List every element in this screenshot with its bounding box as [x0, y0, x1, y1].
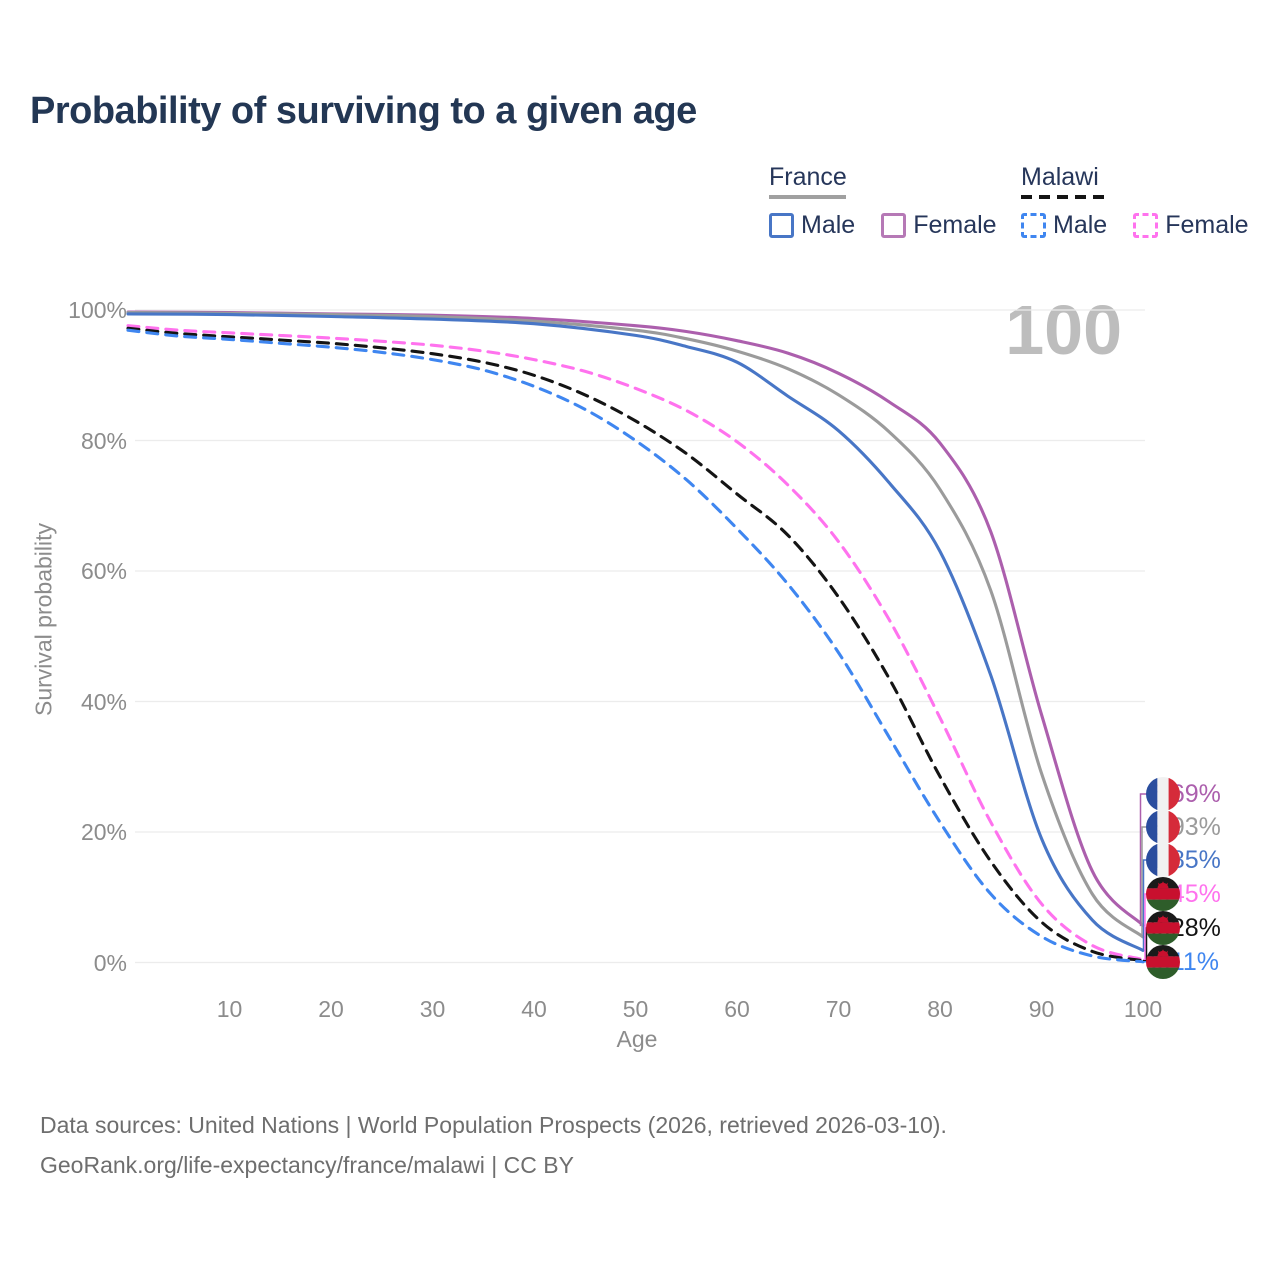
end-label-france-female: 5.69%	[1146, 777, 1221, 811]
legend-label-france-male: Male	[801, 211, 856, 239]
legend-group-france: France Male Female	[769, 163, 1023, 240]
legend-label-france-female: Female	[913, 211, 997, 239]
legend-malawi-header[interactable]: Malawi	[1021, 163, 1099, 191]
x-tick-20: 20	[318, 996, 344, 1022]
france-flag-icon	[1146, 843, 1180, 877]
france-flag-icon	[1146, 810, 1180, 844]
x-tick-90: 90	[1028, 996, 1055, 1022]
leader-line	[1142, 859, 1147, 952]
malawi-flag-icon	[1146, 911, 1180, 945]
y-axis-title: Survival probability	[30, 522, 57, 717]
legend-france-line-swatch	[769, 195, 846, 199]
end-label-france-male: 1.85%	[1146, 843, 1221, 877]
checkbox-malawi-male[interactable]	[1021, 213, 1046, 238]
x-tick-70: 70	[825, 996, 852, 1022]
footer-data-sources: Data sources: United Nations | World Pop…	[40, 1112, 947, 1138]
footer: Data sources: United Nations | World Pop…	[40, 1105, 947, 1185]
malawi-flag-icon	[1146, 877, 1180, 911]
checkbox-malawi-female[interactable]	[1133, 213, 1159, 238]
x-tick-30: 30	[419, 996, 446, 1022]
curve-france-female[interactable]	[126, 310, 1145, 927]
y-tick-60: 60%	[80, 558, 127, 584]
survival-curves	[126, 310, 1145, 964]
legend-label-malawi-male: Male	[1053, 211, 1108, 239]
x-axis-title: Age	[616, 1026, 658, 1052]
footer-attribution: GeoRank.org/life-expectancy/france/malaw…	[40, 1152, 574, 1178]
legend-group-malawi: Malawi Male Female	[1021, 163, 1275, 240]
y-tick-80: 80%	[80, 427, 127, 454]
x-tick-60: 60	[724, 996, 750, 1022]
legend-france-header[interactable]: France	[769, 163, 847, 191]
curve-france[interactable]	[126, 311, 1145, 939]
legend-malawi-line-swatch	[1021, 195, 1105, 199]
checkbox-france-female[interactable]	[881, 213, 907, 238]
curve-malawi-female[interactable]	[126, 324, 1145, 962]
x-tick-40: 40	[521, 996, 547, 1022]
leader-line	[1141, 826, 1147, 938]
x-tick-50: 50	[622, 996, 649, 1022]
end-label-france: 3.93%	[1146, 810, 1221, 844]
page-title: Probability of surviving to a given age	[30, 90, 697, 132]
checkbox-france-male[interactable]	[769, 213, 794, 238]
age-watermark: 100	[1005, 291, 1122, 369]
y-tick-40: 40%	[80, 688, 127, 715]
x-tick-10: 10	[216, 996, 243, 1022]
curve-malawi[interactable]	[126, 326, 1145, 963]
end-label-malawi-female: 0.45%	[1146, 877, 1221, 911]
y-tick-0: 0%	[93, 949, 127, 976]
legend-label-malawi-female: Female	[1165, 211, 1249, 239]
end-label-malawi-male: 0.11%	[1146, 945, 1219, 979]
y-tick-20: 20%	[80, 819, 127, 845]
x-tick-80: 80	[927, 996, 953, 1022]
gridlines	[135, 309, 1145, 964]
y-tick-100: 100%	[68, 297, 127, 323]
x-tick-100: 100	[1123, 996, 1163, 1022]
france-flag-icon	[1146, 777, 1180, 811]
curve-france-male[interactable]	[126, 312, 1145, 952]
malawi-flag-icon	[1146, 945, 1180, 979]
end-label-malawi: 0.28%	[1146, 911, 1221, 945]
curve-malawi-male[interactable]	[126, 328, 1145, 964]
